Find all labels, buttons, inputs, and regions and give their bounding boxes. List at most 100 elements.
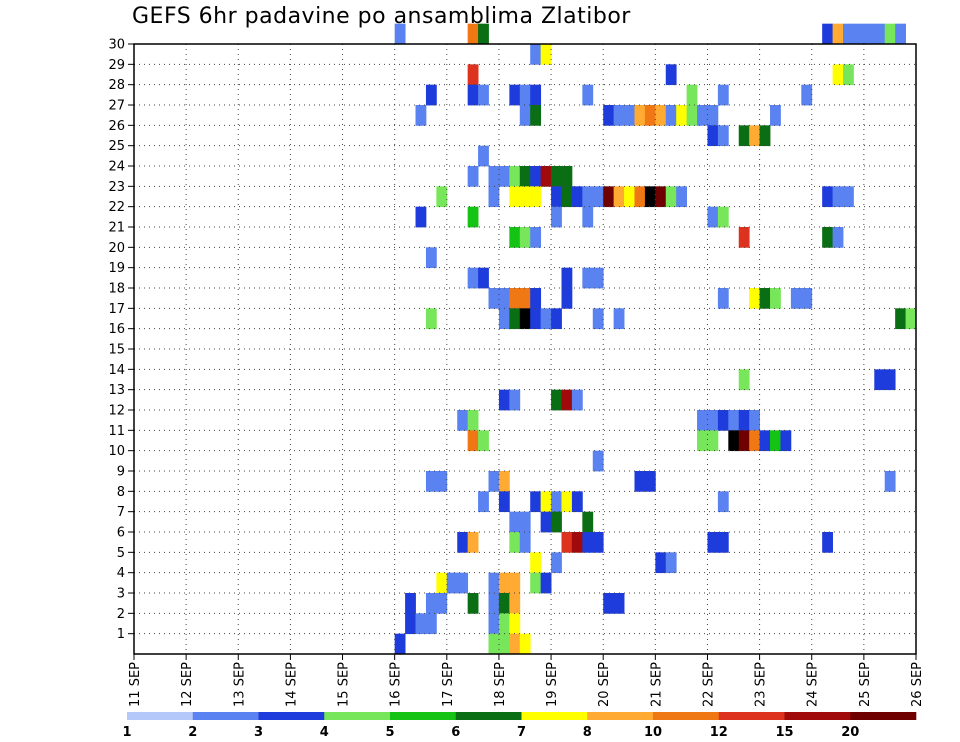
colorbar-swatch xyxy=(521,712,588,720)
heatmap-cell xyxy=(509,227,521,248)
heatmap-cell xyxy=(738,125,750,147)
heatmap-cell xyxy=(665,64,677,86)
heatmap-cell xyxy=(530,166,542,187)
heatmap-cell xyxy=(509,613,521,635)
y-tick-label: 30 xyxy=(108,38,125,53)
heatmap-cell xyxy=(509,532,521,553)
heatmap-cell xyxy=(884,369,896,391)
heatmap-cell xyxy=(822,23,833,45)
heatmap-cell xyxy=(488,471,500,492)
heatmap-cell xyxy=(498,389,510,411)
heatmap-cell xyxy=(728,430,740,452)
colorbar-label: 7 xyxy=(517,725,526,740)
heatmap-cell xyxy=(801,84,813,106)
y-tick-label: 18 xyxy=(108,282,125,297)
heatmap-cell xyxy=(884,471,896,492)
colorbar-swatch xyxy=(455,712,522,720)
x-tick-label: 25 SEP xyxy=(858,662,873,707)
heatmap-cell xyxy=(457,532,469,553)
heatmap-cell xyxy=(801,288,813,309)
y-tick-label: 11 xyxy=(108,424,125,439)
heatmap-cell xyxy=(561,389,573,411)
x-tick-label: 24 SEP xyxy=(806,662,821,707)
colorbar-label: 4 xyxy=(320,725,329,740)
heatmap-cell xyxy=(478,84,489,106)
heatmap-cell xyxy=(717,491,729,513)
heatmap-cell xyxy=(478,430,489,452)
heatmap-cell xyxy=(467,166,479,187)
heatmap-cell xyxy=(561,491,573,513)
heatmap-cell xyxy=(540,308,552,330)
heatmap-cell xyxy=(582,84,594,106)
heatmap-cell xyxy=(676,105,688,126)
heatmap-cell xyxy=(613,105,625,126)
heatmap-cell xyxy=(509,593,521,614)
heatmap-cell xyxy=(467,23,479,45)
heatmap-cell xyxy=(551,389,562,411)
heatmap-cell xyxy=(707,430,719,452)
heatmap-cell xyxy=(582,532,594,553)
heatmap-cell xyxy=(822,532,833,553)
heatmap-cell xyxy=(467,64,479,86)
heatmap-cell xyxy=(884,23,896,45)
heatmap-cell xyxy=(697,430,708,452)
x-tick-label: 15 SEP xyxy=(337,662,352,707)
y-tick-label: 7 xyxy=(117,505,125,520)
heatmap-cell xyxy=(509,84,521,106)
heatmap-cell xyxy=(498,593,510,614)
heatmap-cell xyxy=(509,166,521,187)
heatmap-cell xyxy=(843,186,854,208)
heatmap-cell xyxy=(874,23,886,45)
heatmap-cell xyxy=(519,511,531,533)
heatmap-cell xyxy=(519,186,531,208)
x-tick-label: 17 SEP xyxy=(441,662,456,707)
heatmap-cell xyxy=(592,532,604,553)
heatmap-cell xyxy=(425,84,437,106)
cells-layer xyxy=(394,23,917,655)
colorbar-label: 1 xyxy=(122,725,131,740)
heatmap-cell xyxy=(634,186,646,208)
heatmap-cell xyxy=(717,84,729,106)
heatmap-cell xyxy=(478,267,489,289)
heatmap-cell xyxy=(498,166,510,187)
heatmap-cell xyxy=(530,572,542,594)
heatmap-cell xyxy=(624,186,635,208)
heatmap-cell xyxy=(843,23,854,45)
heatmap-cell xyxy=(603,593,615,614)
heatmap-cell xyxy=(717,410,729,431)
x-axis: 11 SEP 12 SEP 13 SEP 14 SEP 15 SEP 16 SEP 17 S… xyxy=(128,654,925,707)
heatmap-cell xyxy=(770,430,781,452)
heatmap-cell xyxy=(519,105,531,126)
colorbar-label: 10 xyxy=(644,725,662,740)
heatmap-cell xyxy=(832,64,844,86)
colorbar-label: 8 xyxy=(583,725,592,740)
y-tick-label: 15 xyxy=(108,343,125,358)
y-tick-label: 24 xyxy=(108,160,125,175)
heatmap-cell xyxy=(853,23,865,45)
y-tick-label: 5 xyxy=(117,546,125,561)
heatmap-cell xyxy=(749,410,760,431)
x-tick-label: 22 SEP xyxy=(701,662,716,707)
heatmap-cell xyxy=(540,166,552,187)
y-tick-label: 28 xyxy=(108,78,125,93)
heatmap-cell xyxy=(582,511,594,533)
heatmap-cell xyxy=(519,166,531,187)
heatmap-cell xyxy=(467,593,479,614)
heatmap-cell xyxy=(582,206,594,228)
heatmap-cell xyxy=(540,491,552,513)
heatmap-cell xyxy=(530,227,542,248)
x-tick-label: 16 SEP xyxy=(389,662,404,707)
heatmap-cell xyxy=(551,511,562,533)
heatmap-cell xyxy=(488,613,500,635)
heatmap-cell xyxy=(488,288,500,309)
heatmap-cell xyxy=(707,532,719,553)
heatmap-cell xyxy=(717,532,729,553)
heatmap-cell xyxy=(467,267,479,289)
x-tick-label: 11 SEP xyxy=(128,662,143,707)
heatmap-cell xyxy=(613,593,625,614)
y-tick-label: 16 xyxy=(108,322,125,337)
heatmap-cell xyxy=(571,491,583,513)
colorbar-swatch xyxy=(850,712,917,720)
heatmap-cell xyxy=(571,389,583,411)
x-tick-label: 20 SEP xyxy=(597,662,612,707)
